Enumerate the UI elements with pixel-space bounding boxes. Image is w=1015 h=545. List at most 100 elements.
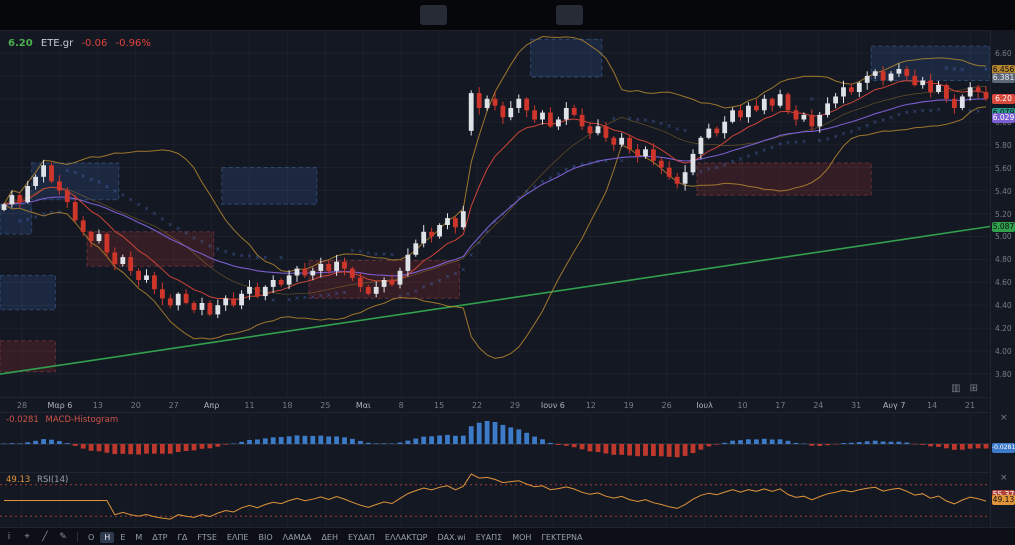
- ticker-button-ΓΔ[interactable]: ΓΔ: [177, 532, 188, 542]
- time-axis-label: 12: [585, 401, 596, 410]
- svg-text:×: ×: [865, 123, 870, 130]
- svg-text:×: ×: [73, 170, 78, 177]
- svg-text:×: ×: [580, 161, 585, 168]
- price-badge: 6.381: [992, 73, 1015, 84]
- svg-text:×: ×: [184, 230, 189, 237]
- last-price: 6.20: [8, 38, 33, 49]
- svg-text:×: ×: [215, 246, 220, 253]
- svg-text:×: ×: [310, 294, 315, 301]
- svg-text:×: ×: [104, 183, 109, 190]
- rsi-value-badge: 49.13: [992, 495, 1015, 506]
- bar-chart-icon[interactable]: ▥: [951, 383, 961, 394]
- bollinger-upper-line: [3, 35, 987, 273]
- svg-text:×: ×: [659, 121, 664, 128]
- svg-text:×: ×: [199, 239, 204, 246]
- svg-text:×: ×: [120, 192, 125, 199]
- rsi-line: [4, 473, 987, 520]
- svg-text:×: ×: [144, 206, 149, 213]
- price-axis-label: 5.20: [995, 209, 1012, 219]
- time-axis-label: 14: [927, 401, 938, 410]
- rsi-indicator-name: RSI(14): [37, 475, 69, 485]
- ticker-button-ΒΙΟ[interactable]: ΒΙΟ: [258, 532, 273, 542]
- time-axis-label: 19: [623, 401, 634, 410]
- trendline-icon[interactable]: ╱: [42, 532, 48, 542]
- ema-fast-line: [3, 80, 987, 301]
- svg-text:×: ×: [548, 175, 553, 182]
- time-axis-label: 25: [320, 401, 331, 410]
- ticker-button-ΛΑΜΔΑ[interactable]: ΛΑΜΔΑ: [282, 532, 312, 542]
- svg-text:×: ×: [382, 251, 387, 258]
- toolbar-button[interactable]: [556, 5, 583, 25]
- ticker-button-Ε[interactable]: Ε: [120, 532, 126, 542]
- macd-pane[interactable]: -0.0281 MACD-Histogram: [0, 412, 990, 473]
- ticker-button-ΔΤΡ[interactable]: ΔΤΡ: [152, 532, 168, 542]
- svg-text:×: ×: [572, 163, 577, 170]
- time-axis-label: 15: [434, 401, 445, 410]
- svg-text:×: ×: [57, 209, 62, 216]
- time-axis-label: 20: [130, 401, 141, 410]
- ticker-button-ΔΕΗ[interactable]: ΔΕΗ: [321, 532, 338, 542]
- svg-text:×: ×: [968, 108, 973, 115]
- svg-text:×: ×: [754, 150, 759, 157]
- svg-text:×: ×: [469, 252, 474, 259]
- rsi-value: 49.13: [6, 475, 31, 485]
- main-chart-svg[interactable]: × × × × × ×× × ×× ××××××××××××××× × × × × × × ×××× × × × × ×…: [0, 30, 990, 397]
- svg-text:×: ×: [762, 147, 767, 154]
- fullscreen-icon[interactable]: ⊞: [969, 383, 978, 394]
- svg-text:×: ×: [833, 134, 838, 141]
- bollinger-mid-line: [3, 86, 987, 295]
- price-badge: 5.087: [992, 221, 1015, 232]
- time-axis-label: Ιουν 6: [540, 401, 565, 410]
- ticker-button-ΕΛΠΕ[interactable]: ΕΛΠΕ: [226, 532, 249, 542]
- svg-text:×: ×: [247, 253, 252, 260]
- svg-text:×: ×: [770, 144, 775, 151]
- price-axis[interactable]: 6.606.406.206.005.805.605.405.205.004.80…: [990, 30, 1015, 527]
- svg-text:×: ×: [477, 240, 482, 247]
- svg-text:×: ×: [302, 295, 307, 302]
- svg-text:×: ×: [445, 273, 450, 280]
- ticker-button-Μ[interactable]: Μ: [135, 532, 143, 542]
- svg-text:×: ×: [461, 266, 466, 273]
- macd-value-badge: -0.0281: [992, 442, 1015, 453]
- ticker-button-ΜΟΗ[interactable]: ΜΟΗ: [512, 532, 532, 542]
- svg-text:×: ×: [785, 140, 790, 147]
- macd-close-icon[interactable]: ×: [1000, 413, 1008, 423]
- toolbar-button[interactable]: [420, 5, 447, 25]
- brush-icon[interactable]: ✎: [59, 532, 67, 542]
- macd-indicator-name: MACD-Histogram: [45, 415, 119, 425]
- svg-text:×: ×: [231, 251, 236, 258]
- svg-text:×: ×: [746, 153, 751, 160]
- rsi-close-icon[interactable]: ×: [1000, 473, 1008, 483]
- ticker-button-ΕΥΔΑΠ[interactable]: ΕΥΔΑΠ: [348, 532, 375, 542]
- svg-text:×: ×: [667, 123, 672, 130]
- svg-text:×: ×: [516, 195, 521, 202]
- price-axis-label: 5.00: [995, 232, 1012, 242]
- svg-text:×: ×: [358, 249, 363, 256]
- ticker-button-FTSE[interactable]: FTSE: [197, 532, 217, 542]
- crosshair-icon[interactable]: ⌖: [24, 532, 30, 542]
- time-axis-label: Απρ: [203, 401, 220, 410]
- ticker-buttons: Ο Η Ε Μ ΔΤΡ ΓΔ FTSE ΕΛΠΕ ΒΙΟ ΛΑΜΔΑ ΔΕΗ ΕΥΔΑΠ ΕΛΛΑΚΤΩ…: [83, 531, 587, 543]
- svg-text:×: ×: [326, 292, 331, 299]
- ticker-button-Ο[interactable]: Ο: [88, 532, 95, 542]
- time-axis-label: 10: [737, 401, 748, 410]
- svg-text:×: ×: [389, 252, 394, 259]
- svg-text:×: ×: [952, 66, 957, 73]
- ticker-button-Η[interactable]: Η: [100, 531, 115, 543]
- drawing-tools: i ⌖ ╱ ✎: [0, 532, 72, 542]
- time-axis-label: 21: [964, 401, 976, 410]
- svg-text:×: ×: [587, 160, 592, 167]
- ticker-button-ΓΕΚΤΕΡΝΑ[interactable]: ΓΕΚΤΕΡΝΑ: [541, 532, 583, 542]
- svg-text:×: ×: [944, 65, 949, 72]
- svg-text:×: ×: [809, 96, 814, 103]
- ticker-button-DAX.wi[interactable]: DAX.wi: [437, 532, 466, 542]
- svg-text:×: ×: [564, 167, 569, 174]
- rsi-pane[interactable]: 49.13 RSI(14): [0, 472, 990, 528]
- svg-text:×: ×: [611, 116, 616, 123]
- price-chart-pane[interactable]: × × × × × × × × × × × × × × × × × × × × × × × × × × × × × × × × × × × × × × × ×…: [0, 30, 990, 397]
- svg-text:×: ×: [825, 136, 830, 143]
- ticker-button-ΕΛΛΑΚΤΩΡ[interactable]: ΕΛΛΑΚΤΩΡ: [384, 532, 428, 542]
- ticker-button-ΕΥΑΠΣ[interactable]: ΕΥΑΠΣ: [475, 532, 503, 542]
- time-axis[interactable]: 28 Μαρ 6 13 20 27 Απρ 11 18 25 Μαι 8 15 22 29 Ιουν 6 12…: [0, 397, 990, 413]
- info-icon[interactable]: i: [7, 532, 11, 542]
